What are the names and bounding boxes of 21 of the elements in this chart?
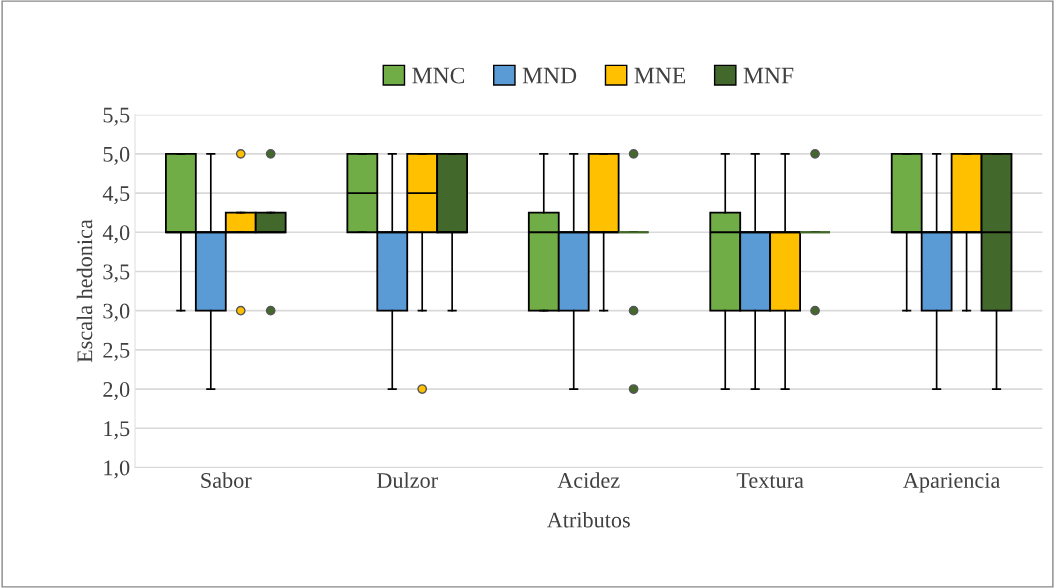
legend-label: MND xyxy=(522,67,577,84)
y-tick-label: 1,0 xyxy=(104,460,130,479)
legend-label: MNC xyxy=(412,67,465,84)
legend-label: MNE xyxy=(634,67,686,84)
y-tick-label: 4,0 xyxy=(102,225,130,244)
x-tick-label: Dulzor xyxy=(377,472,438,488)
y-tick-label: 2,0 xyxy=(103,381,130,401)
x-tick-label: Textura xyxy=(736,473,804,488)
y-axis-title: Escala hedonica xyxy=(76,219,93,363)
y-tick-label: 4,5 xyxy=(102,186,130,205)
y-tick-label: 2,5 xyxy=(103,342,130,361)
legend-label: MNF xyxy=(743,67,794,84)
x-axis-title: Atributos xyxy=(546,511,630,528)
y-tick-label: 5,0 xyxy=(103,146,130,165)
y-tick-label: 3,5 xyxy=(103,264,130,283)
x-tick-label: Sabor xyxy=(201,472,252,488)
y-tick-label: 1,5 xyxy=(104,421,130,440)
y-tick-label: 5,5 xyxy=(103,107,130,126)
x-tick-label: Acidez xyxy=(557,472,620,488)
x-tick-label: Apariencia xyxy=(903,473,1001,493)
y-tick-label: 3,0 xyxy=(103,303,130,322)
